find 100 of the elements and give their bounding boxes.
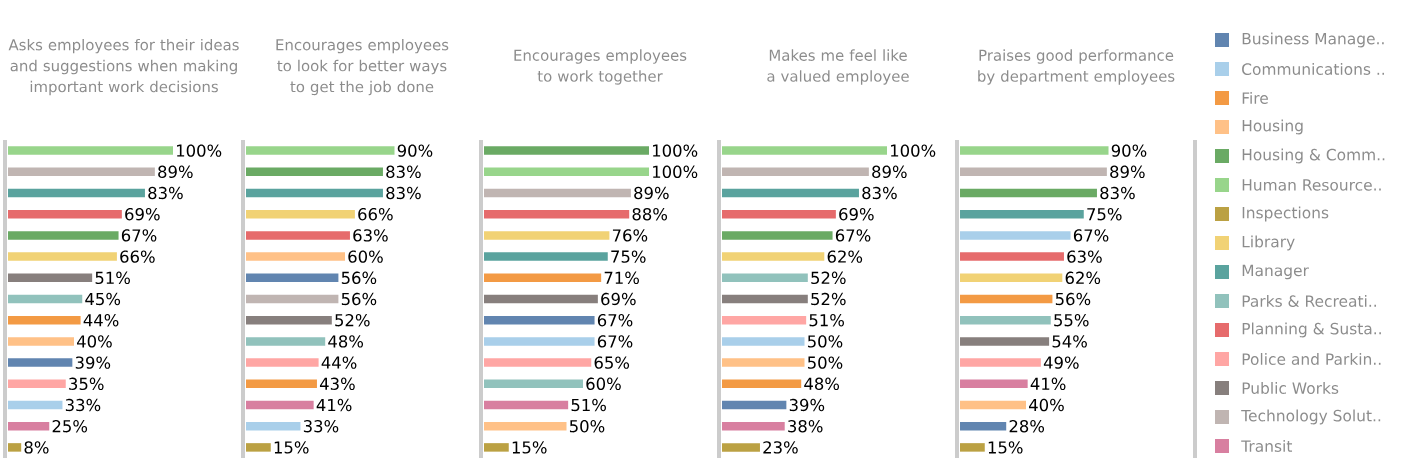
- data-label: 55%: [1054, 313, 1089, 327]
- data-label: 41%: [1030, 377, 1066, 391]
- data-label: 28%: [1009, 419, 1045, 433]
- bar: [8, 315, 81, 325]
- data-label: 56%: [1055, 292, 1091, 306]
- bar: [246, 379, 317, 389]
- data-label: 33%: [65, 398, 101, 412]
- bar: [246, 294, 339, 304]
- bar: [246, 209, 355, 219]
- data-label: 67%: [1073, 229, 1109, 242]
- bar: [722, 167, 869, 177]
- bar: [722, 146, 888, 155]
- bar: [722, 273, 808, 283]
- data-label: 43%: [319, 377, 355, 391]
- data-label: 40%: [77, 335, 112, 348]
- bar: [484, 379, 584, 389]
- bar: [960, 400, 1027, 410]
- data-label: 83%: [862, 186, 897, 200]
- data-label: 25%: [52, 419, 88, 433]
- data-label: 33%: [303, 419, 339, 433]
- chart-title: Makes me feel like a valued employee: [767, 49, 909, 85]
- text: Public Works: [1242, 382, 1339, 394]
- data-label: 48%: [804, 377, 840, 391]
- data-label: 83%: [148, 186, 183, 200]
- data-label: 67%: [121, 229, 157, 242]
- bar: [722, 400, 787, 410]
- bar: [484, 209, 630, 219]
- bar: [960, 294, 1053, 304]
- text: Technology Solut..: [1241, 409, 1381, 425]
- bar: [722, 443, 760, 452]
- data-label: 100%: [891, 144, 936, 157]
- bar: [960, 337, 1050, 346]
- bar: [960, 379, 1028, 389]
- data-label: 69%: [601, 292, 636, 306]
- bar: [722, 209, 836, 219]
- bar: [960, 443, 985, 452]
- text: Housing & Comm..: [1242, 148, 1385, 164]
- data-label: 35%: [69, 377, 104, 391]
- bar: [960, 167, 1107, 177]
- data-label: 60%: [348, 250, 383, 263]
- text: Transit: [1241, 440, 1293, 452]
- data-label: 100%: [653, 165, 698, 179]
- bar: [246, 231, 350, 240]
- bar: [246, 315, 332, 325]
- data-label: 50%: [807, 356, 843, 369]
- text: Business Manage..: [1242, 32, 1384, 48]
- chart-title: Asks employees for their ideas and suggestions when making important work decisions: [8, 38, 239, 96]
- data-label: 71%: [604, 271, 639, 285]
- bar: [722, 252, 825, 261]
- bar: [484, 358, 592, 367]
- data-label: 15%: [274, 441, 309, 454]
- bar: [722, 315, 807, 325]
- bar: [960, 188, 1097, 198]
- bar: [8, 400, 63, 410]
- bar: [246, 188, 383, 198]
- bar: [246, 273, 339, 283]
- bar: [246, 252, 345, 261]
- bar: [8, 146, 173, 155]
- data-label: 90%: [397, 144, 433, 157]
- data-label: 100%: [653, 144, 698, 157]
- data-label: 75%: [611, 250, 646, 263]
- bar: [246, 358, 319, 367]
- data-label: 66%: [120, 250, 155, 263]
- bar: [722, 231, 833, 240]
- data-label: 83%: [386, 186, 421, 200]
- text: Planning & Susta..: [1242, 322, 1381, 338]
- data-label: 44%: [83, 313, 119, 327]
- data-label: 39%: [789, 398, 825, 412]
- data-label: 67%: [835, 229, 871, 242]
- data-label: 39%: [75, 356, 111, 369]
- data-label: 89%: [1110, 165, 1145, 179]
- data-label: 76%: [612, 229, 648, 242]
- data-label: 56%: [341, 292, 377, 306]
- bar: [246, 337, 326, 346]
- bar: [8, 209, 122, 219]
- bar: [960, 315, 1051, 325]
- bar: [484, 252, 608, 261]
- bar: [8, 167, 155, 177]
- bar: [246, 167, 383, 177]
- data-label: 48%: [328, 335, 364, 348]
- bar: [722, 421, 785, 431]
- bar: [8, 421, 50, 431]
- data-label: 44%: [321, 356, 357, 369]
- bar: [484, 315, 595, 325]
- text: Inspections: [1242, 206, 1329, 222]
- data-label: 90%: [1111, 144, 1147, 157]
- bar: [960, 273, 1063, 283]
- bar: [722, 188, 859, 198]
- data-label: 15%: [988, 441, 1023, 454]
- data-label: 62%: [1065, 271, 1101, 285]
- data-label: 67%: [597, 335, 633, 348]
- data-label: 88%: [632, 207, 668, 221]
- bar: [8, 379, 66, 389]
- data-label: 38%: [788, 419, 823, 433]
- bar: [8, 273, 93, 283]
- bar: [484, 443, 509, 452]
- data-label: 89%: [634, 186, 669, 200]
- bar: [484, 231, 610, 240]
- data-label: 69%: [125, 207, 160, 221]
- data-label: 75%: [1087, 207, 1122, 221]
